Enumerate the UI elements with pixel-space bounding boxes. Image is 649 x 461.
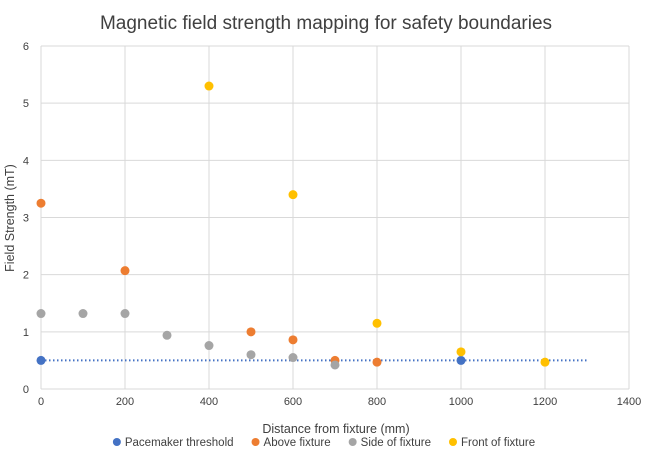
pacemaker-threshold-point — [456, 355, 466, 365]
legend-marker-front-of-fixture — [448, 438, 457, 446]
above-fixture-point — [246, 327, 256, 337]
above-fixture-point — [372, 357, 382, 367]
x-tick-label: 200 — [116, 396, 134, 408]
legend-label-pacemaker-threshold: Pacemaker threshold — [125, 437, 234, 449]
y-tick-label: 3 — [23, 213, 29, 225]
chart-title: Magnetic field strength mapping for safe… — [100, 13, 552, 34]
side-of-fixture-point — [330, 360, 340, 370]
y-axis-ticks: 0 1 2 3 4 5 6 — [23, 41, 29, 396]
front-of-fixture-point — [204, 81, 214, 91]
x-tick-label: 400 — [200, 396, 218, 408]
legend-marker-above-fixture — [251, 438, 260, 446]
side-of-fixture-point — [162, 330, 172, 340]
side-of-fixture-point — [120, 309, 130, 319]
front-of-fixture-point — [456, 347, 466, 357]
y-tick-label: 4 — [23, 155, 29, 167]
y-axis-label: Field Strength (mT) — [3, 164, 17, 272]
side-of-fixture-point — [246, 350, 256, 360]
x-tick-label: 1200 — [533, 396, 557, 408]
legend-label-side-of-fixture: Side of fixture — [361, 437, 431, 449]
side-of-fixture-point — [78, 309, 88, 319]
legend-label-above-fixture: Above fixture — [264, 437, 331, 449]
x-tick-label: 800 — [368, 396, 386, 408]
front-of-fixture-point — [372, 318, 382, 328]
y-tick-label: 2 — [23, 270, 29, 282]
above-fixture-point — [120, 266, 130, 276]
x-tick-label: 1400 — [617, 396, 641, 408]
legend-marker-pacemaker-threshold — [112, 438, 121, 446]
above-fixture-point — [36, 198, 46, 208]
y-tick-label: 0 — [23, 384, 29, 396]
y-tick-label: 6 — [23, 41, 29, 53]
legend-marker-side-of-fixture — [348, 438, 357, 446]
side-of-fixture-point — [204, 341, 214, 351]
x-tick-label: 600 — [284, 396, 302, 408]
pacemaker-threshold-point — [36, 355, 46, 365]
legend-label-front-of-fixture: Front of fixture — [461, 437, 535, 449]
x-tick-label: 1000 — [449, 396, 473, 408]
side-of-fixture-point — [36, 309, 46, 319]
front-of-fixture-point — [288, 190, 298, 200]
legend: Pacemaker threshold Above fixture Side of … — [112, 437, 535, 449]
x-axis-label: Distance from fixture (mm) — [262, 422, 409, 436]
data-points — [36, 81, 550, 370]
above-fixture-point — [288, 335, 298, 345]
gridlines — [40, 45, 630, 390]
front-of-fixture-point — [540, 357, 550, 367]
x-axis-ticks: 0 200 400 600 800 1000 1200 1400 — [38, 396, 641, 408]
y-tick-label: 5 — [23, 98, 29, 110]
y-tick-label: 1 — [23, 327, 29, 339]
side-of-fixture-point — [288, 353, 298, 363]
x-tick-label: 0 — [38, 396, 44, 408]
